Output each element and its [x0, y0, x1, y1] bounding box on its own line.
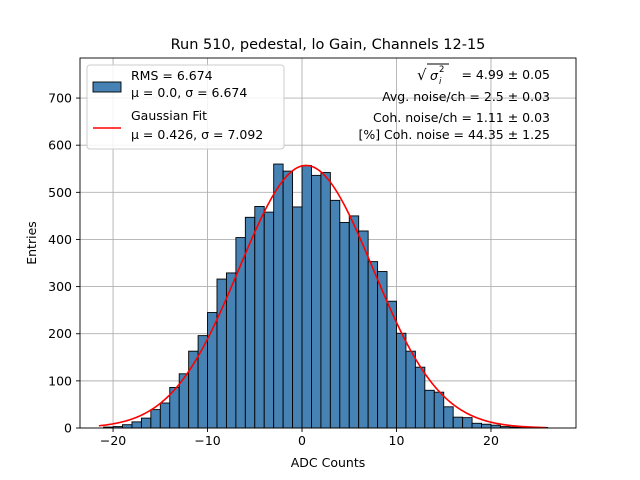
gaussian-fit-curve: [98, 164, 546, 429]
noise-annotations: √ σ 2 i = 4.99 ± 0.05 Avg. noise/ch = 2.…: [358, 63, 550, 142]
x-tick-label: −10: [194, 433, 220, 448]
histogram-bar: [159, 402, 171, 429]
coh-noise-text: Coh. noise/ch = 1.11 ± 0.03: [373, 110, 550, 125]
histogram-bar: [263, 211, 275, 429]
y-tick-label: 100: [48, 373, 72, 388]
x-tick-label: 20: [483, 433, 499, 448]
histogram-bar: [414, 366, 426, 429]
legend-box: [86, 64, 285, 150]
histogram-bar: [396, 332, 407, 429]
plot-frame: [79, 57, 577, 429]
sigma-symbol: √ σ 2 i: [417, 63, 449, 87]
histogram-bar: [433, 391, 445, 429]
histogram-bar: [339, 222, 350, 429]
histogram-bar: [131, 421, 142, 429]
histogram-bar: [471, 422, 482, 429]
y-axis-label: Entries: [24, 221, 39, 265]
legend-fit-label-line1: Gaussian Fit: [131, 108, 207, 123]
histogram-bar: [405, 350, 416, 429]
y-tick-label: 300: [48, 279, 72, 294]
histogram-bar: [481, 423, 492, 429]
histogram-bar: [452, 416, 464, 429]
histogram-bar: [301, 165, 312, 429]
coh-noise-percent-text: [%] Coh. noise = 44.35 ± 1.25: [358, 127, 550, 142]
x-tick-label: −20: [100, 433, 126, 448]
avg-noise-text: Avg. noise/ch = 2.5 ± 0.03: [382, 89, 550, 104]
sqrt-sign: √: [417, 66, 427, 84]
histogram-bar: [150, 409, 161, 429]
legend-histogram-label-line2: μ = 0.0, σ = 6.674: [131, 85, 247, 100]
histogram-bar: [292, 206, 303, 429]
x-axis-label: ADC Counts: [291, 455, 366, 470]
histogram-bars: [103, 163, 549, 429]
legend: RMS = 6.674 μ = 0.0, σ = 6.674 Gaussian …: [86, 64, 285, 150]
sigma-glyph: σ: [430, 68, 439, 83]
x-tick-label: 10: [389, 433, 405, 448]
y-tick-label: 200: [48, 326, 72, 341]
histogram-bar: [377, 271, 388, 429]
sigma-subscript: i: [439, 77, 442, 87]
y-tick-label: 0: [64, 421, 72, 436]
histogram-bar: [140, 417, 152, 429]
y-axis-ticks: 0 100 200 300 400 500 600 700: [48, 91, 80, 436]
chart-title: Run 510, pedestal, lo Gain, Channels 12-…: [171, 37, 486, 53]
sigma-value-text: = 4.99 ± 0.05: [461, 67, 550, 82]
histogram-bar: [443, 406, 454, 429]
y-tick-label: 500: [48, 185, 72, 200]
histogram-bar: [329, 199, 341, 429]
y-tick-label: 700: [48, 91, 72, 106]
histogram-bar: [348, 215, 360, 429]
histogram-bar: [273, 163, 284, 429]
histogram-bar: [122, 424, 133, 429]
histogram-bar: [320, 172, 331, 429]
histogram-bar: [462, 417, 473, 429]
histogram-bar: [358, 230, 369, 429]
histogram-bar: [311, 174, 322, 429]
histogram-bar: [424, 389, 435, 429]
histogram-bar: [282, 170, 294, 429]
y-tick-label: 600: [48, 138, 72, 153]
legend-fit-label-line2: μ = 0.426, σ = 7.092: [131, 127, 263, 142]
y-tick-label: 400: [48, 232, 72, 247]
x-tick-label: 0: [298, 433, 306, 448]
legend-histogram-label-line1: RMS = 6.674: [131, 68, 213, 83]
histogram-bar: [367, 261, 379, 429]
x-axis-ticks: −20 −10 0 10 20: [100, 428, 499, 448]
histogram-bar: [254, 206, 265, 429]
legend-histogram-swatch: [92, 81, 122, 93]
sigma-superscript: 2: [439, 65, 444, 75]
